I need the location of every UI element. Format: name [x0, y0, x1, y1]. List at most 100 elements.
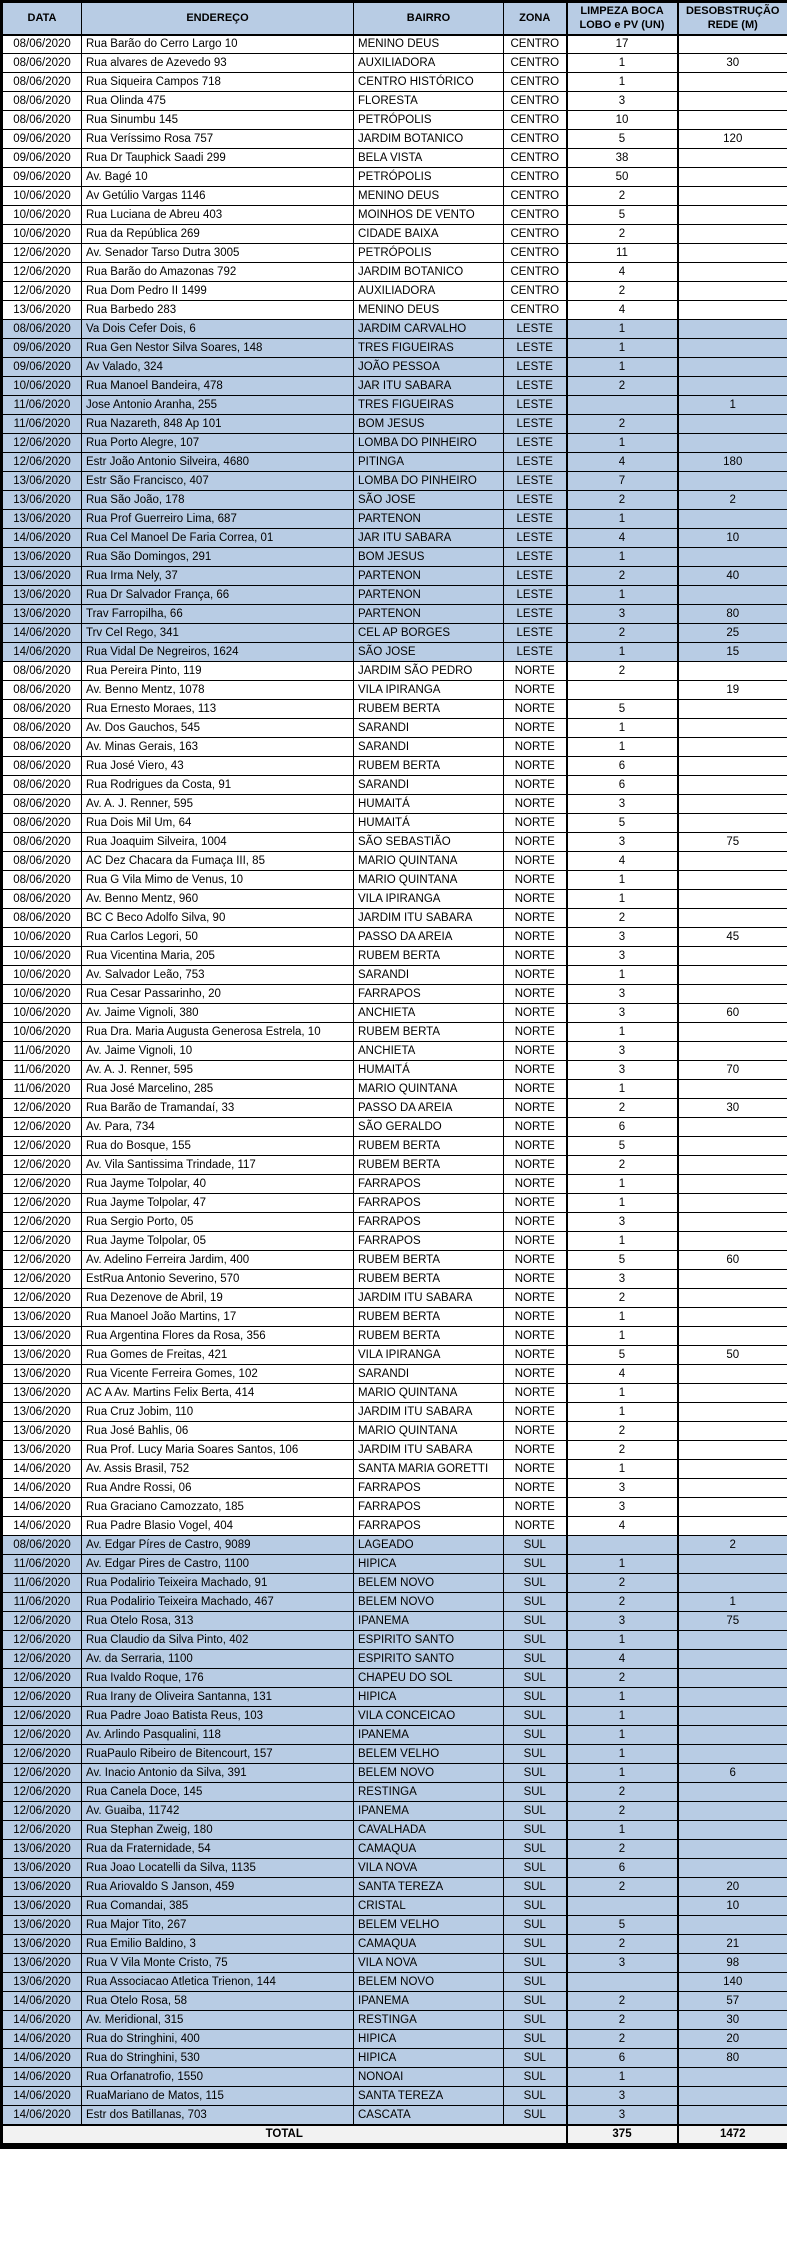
cell-desobstrucao — [676, 1193, 787, 1214]
cell-endereco: Rua Siqueira Campos 718 — [81, 72, 354, 93]
cell-date: 08/06/2020 — [1, 775, 82, 796]
cell-limpeza: 1 — [565, 889, 678, 910]
cell-date: 10/06/2020 — [1, 186, 82, 207]
cell-zona: SUL — [503, 1820, 567, 1841]
cell-bairro: VILA NOVA — [353, 1953, 504, 1974]
cell-zona: NORTE — [503, 1041, 567, 1062]
cell-zona: NORTE — [503, 870, 567, 891]
cell-desobstrucao — [676, 1136, 787, 1157]
cell-desobstrucao: 10 — [676, 528, 787, 549]
cell-zona: SUL — [503, 1972, 567, 1993]
cell-endereco: Rua Jayme Tolpolar, 40 — [81, 1174, 354, 1195]
table-row: 08/06/2020 Rua Barão do Cerro Largo 10 M… — [1, 34, 787, 55]
cell-endereco: Rua Irma Nely, 37 — [81, 566, 354, 587]
cell-endereco: Rua Ernesto Moraes, 113 — [81, 699, 354, 720]
cell-bairro: RUBEM BERTA — [353, 1269, 504, 1290]
cell-endereco: Rua Carlos Legori, 50 — [81, 927, 354, 948]
cell-zona: SUL — [503, 1953, 567, 1974]
table-row: 12/06/2020 Av. Senador Tarso Dutra 3005 … — [1, 243, 787, 264]
cell-date: 10/06/2020 — [1, 965, 82, 986]
cell-endereco: Av. Benno Mentz, 960 — [81, 889, 354, 910]
cell-endereco: Rua Claudio da Silva Pinto, 402 — [81, 1630, 354, 1651]
cell-bairro: MENINO DEUS — [353, 300, 504, 321]
cell-zona: NORTE — [503, 889, 567, 910]
cell-bairro: PARTENON — [353, 585, 504, 606]
cell-desobstrucao — [676, 300, 787, 321]
cell-endereco: Rua Emilio Baldino, 3 — [81, 1934, 354, 1955]
cell-desobstrucao — [676, 357, 787, 378]
cell-endereco: Rua Porto Alegre, 107 — [81, 433, 354, 454]
cell-zona: SUL — [503, 1649, 567, 1670]
cell-endereco: RuaPaulo Ribeiro de Bitencourt, 157 — [81, 1744, 354, 1765]
table-row: 08/06/2020 AC Dez Chacara da Fumaça III,… — [1, 851, 787, 872]
column-header-data: DATA — [1, 0, 82, 36]
cell-date: 13/06/2020 — [1, 1307, 82, 1328]
cell-zona: NORTE — [503, 699, 567, 720]
table-row: 11/06/2020 Rua Podalirio Teixeira Machad… — [1, 1573, 787, 1594]
cell-limpeza: 3 — [565, 1003, 678, 1024]
cell-limpeza: 50 — [565, 167, 678, 188]
table-row: 14/06/2020 Trv Cel Rego, 341 CEL AP BORG… — [1, 623, 787, 644]
cell-date: 10/06/2020 — [1, 376, 82, 397]
cell-bairro: LAGEADO — [353, 1535, 504, 1556]
table-row: 13/06/2020 Rua Manoel João Martins, 17 R… — [1, 1307, 787, 1328]
cell-desobstrucao: 50 — [676, 1345, 787, 1366]
cell-limpeza: 1 — [565, 585, 678, 606]
cell-limpeza — [565, 1896, 678, 1917]
table-body: 08/06/2020 Rua Barão do Cerro Largo 10 M… — [1, 34, 787, 2126]
cell-limpeza — [565, 395, 678, 416]
cell-desobstrucao — [676, 547, 787, 568]
cell-endereco: Rua Cel Manoel De Faria Correa, 01 — [81, 528, 354, 549]
cell-date: 13/06/2020 — [1, 1364, 82, 1385]
table-row: 08/06/2020 Rua Dois Mil Um, 64 HUMAITÁ N… — [1, 813, 787, 834]
cell-desobstrucao — [676, 1782, 787, 1803]
cell-date: 09/06/2020 — [1, 148, 82, 169]
cell-limpeza: 1 — [565, 1820, 678, 1841]
cell-bairro: FARRAPOS — [353, 1174, 504, 1195]
table-row: 14/06/2020 Rua do Stringhini, 530 HIPICA… — [1, 2048, 787, 2069]
table-row: 13/06/2020 Rua da Fraternidade, 54 CAMAQ… — [1, 1839, 787, 1860]
table-row: 12/06/2020 Rua Padre Joao Batista Reus, … — [1, 1706, 787, 1727]
cell-date: 08/06/2020 — [1, 737, 82, 758]
cell-zona: LESTE — [503, 528, 567, 549]
table-row: 11/06/2020 Rua Podalirio Teixeira Machad… — [1, 1592, 787, 1613]
cell-bairro: CASCATA — [353, 2105, 504, 2126]
cell-zona: SUL — [503, 1687, 567, 1708]
cell-bairro: JARDIM BOTANICO — [353, 262, 504, 283]
cell-bairro: MOINHOS DE VENTO — [353, 205, 504, 226]
cell-desobstrucao: 21 — [676, 1934, 787, 1955]
cell-bairro: CENTRO HISTÓRICO — [353, 72, 504, 93]
cell-desobstrucao — [676, 1516, 787, 1537]
cell-limpeza: 1 — [565, 718, 678, 739]
cell-bairro: CAMAQUA — [353, 1934, 504, 1955]
cell-zona: NORTE — [503, 1326, 567, 1347]
table-row: 09/06/2020 Av Valado, 324 JOÃO PESSOA LE… — [1, 357, 787, 378]
cell-desobstrucao — [676, 91, 787, 112]
table-row: 11/06/2020 Jose Antonio Aranha, 255 TRES… — [1, 395, 787, 416]
table-row: 12/06/2020 Rua Barão de Tramandaí, 33 PA… — [1, 1098, 787, 1119]
cell-date: 08/06/2020 — [1, 908, 82, 929]
cell-bairro: JARDIM BOTANICO — [353, 129, 504, 150]
cell-zona: SUL — [503, 1991, 567, 2012]
total-desobstrucao-value: 1472 — [676, 2123, 787, 2147]
cell-desobstrucao — [676, 319, 787, 340]
cell-bairro: SÃO JOSE — [353, 490, 504, 511]
cell-zona: LESTE — [503, 585, 567, 606]
cell-endereco: Rua Irany de Oliveira Santanna, 131 — [81, 1687, 354, 1708]
cell-desobstrucao: 30 — [676, 2010, 787, 2031]
cell-desobstrucao: 70 — [676, 1060, 787, 1081]
table-row: 12/06/2020 Rua do Bosque, 155 RUBEM BERT… — [1, 1136, 787, 1157]
cell-zona: SUL — [503, 1535, 567, 1556]
cell-zona: LESTE — [503, 547, 567, 568]
cell-endereco: Rua Dezenove de Abril, 19 — [81, 1288, 354, 1309]
cell-zona: NORTE — [503, 1155, 567, 1176]
cell-bairro: JAR ITU SABARA — [353, 528, 504, 549]
table-row: 08/06/2020 Rua Olinda 475 FLORESTA CENTR… — [1, 91, 787, 112]
cell-zona: NORTE — [503, 1212, 567, 1233]
cell-bairro: MARIO QUINTANA — [353, 870, 504, 891]
cell-date: 12/06/2020 — [1, 1269, 82, 1290]
cell-date: 12/06/2020 — [1, 1231, 82, 1252]
cell-zona: SUL — [503, 2010, 567, 2031]
cell-endereco: Rua Sinumbu 145 — [81, 110, 354, 131]
cell-bairro: NONOAI — [353, 2067, 504, 2088]
